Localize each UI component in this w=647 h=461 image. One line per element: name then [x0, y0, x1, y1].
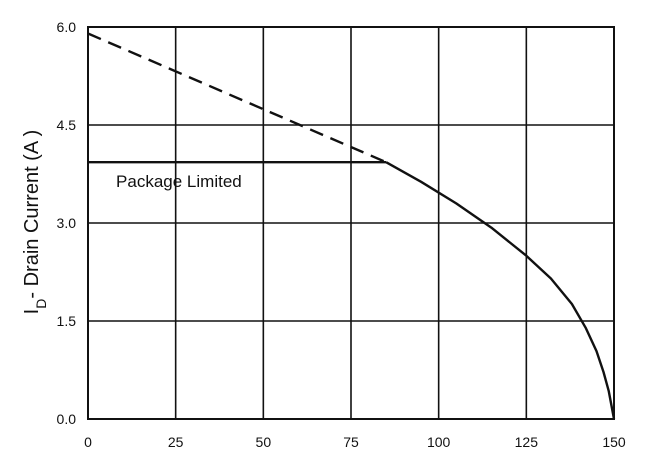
annotation-label: Package Limited [116, 172, 242, 191]
solid-series-line [385, 161, 616, 420]
y-axis-label: ID- Drain Current (A ) [21, 130, 49, 315]
x-tick-label: 75 [343, 434, 359, 450]
y-axis-label-main: I [21, 309, 43, 315]
y-tick-label: 6.0 [57, 19, 77, 35]
dashed-series-line [87, 32, 387, 164]
x-tick-label: 100 [427, 434, 451, 450]
x-tick-label: 50 [256, 434, 272, 450]
y-axis-label-rest: - Drain Current (A ) [21, 130, 43, 299]
annotations: Package Limited [116, 172, 242, 191]
y-axis-label-subscript: D [33, 299, 49, 309]
plot-series [87, 32, 616, 420]
y-tick-label: 1.5 [57, 313, 77, 329]
grid-lines [87, 26, 615, 420]
plot-frame [87, 26, 615, 420]
x-tick-label: 125 [515, 434, 539, 450]
x-tick-labels: 0 25 50 75 100 125 150 [84, 434, 626, 450]
y-tick-label: 4.5 [57, 117, 77, 133]
y-tick-labels: 0.0 1.5 3.0 4.5 6.0 [57, 19, 77, 427]
x-tick-label: 25 [168, 434, 184, 450]
x-tick-label: 150 [602, 434, 626, 450]
y-tick-label: 0.0 [57, 411, 77, 427]
x-tick-label: 0 [84, 434, 92, 450]
y-tick-label: 3.0 [57, 215, 77, 231]
